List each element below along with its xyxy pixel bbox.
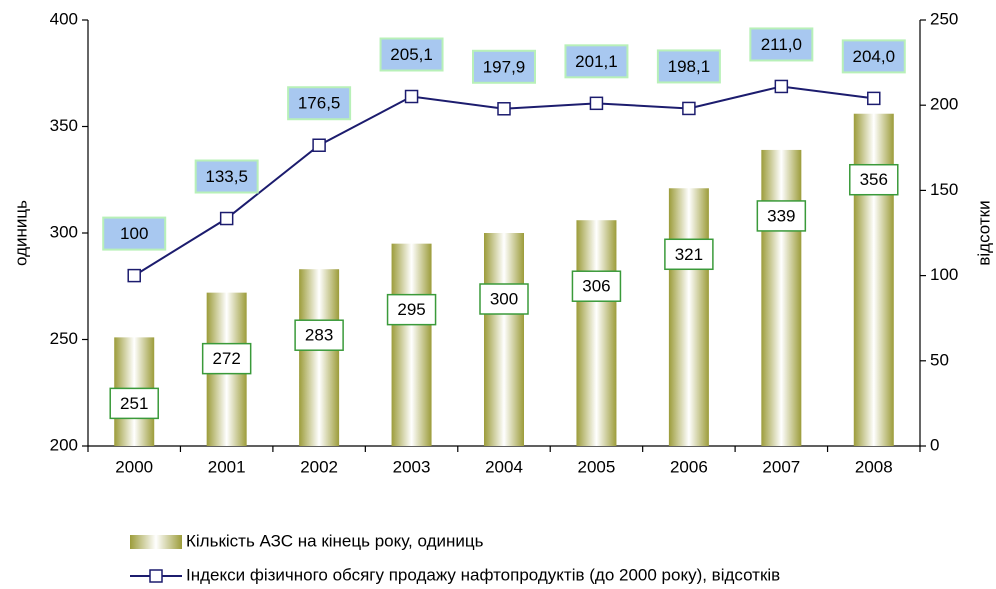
bar-label-box [294,319,344,351]
bar-label: 306 [582,277,610,296]
bar-label-box [756,200,807,232]
line-label-box [287,86,352,121]
y-tick-label: 400 [50,9,78,28]
legend-label: Індекси фізичного обсягу продажу нафтопр… [186,565,780,584]
line-marker [219,211,234,226]
line-label-box [472,49,536,84]
bar-label-box [109,387,159,420]
bar [853,113,894,446]
bar-label: 356 [860,170,888,189]
line-marker [589,96,604,111]
line-label-box [102,216,167,251]
line-label-box [749,27,814,62]
x-tick-label: 2004 [485,457,523,476]
legend-swatch [130,535,182,549]
x-tick-label: 2002 [300,457,338,476]
bar-label: 251 [120,394,148,413]
line-marker [312,138,326,152]
bar [391,243,432,446]
line-label: 100 [120,224,148,243]
bar-label: 339 [767,206,795,225]
y2-tick-label: 200 [930,95,958,114]
y-tick-label: 200 [50,435,78,454]
bar-label-box [849,163,899,196]
y2-tick-label: 150 [930,180,958,199]
legend-label: Кількість АЗС на кінець року, одиниць [186,531,484,550]
bar-label: 272 [212,349,240,368]
line-marker [867,91,881,106]
y-tick-label: 250 [50,329,78,348]
line-label: 133,5 [205,167,248,186]
line-marker [774,79,789,94]
bar [576,220,617,446]
y2-tick-label: 100 [930,265,958,284]
x-tick-label: 2008 [855,457,893,476]
line-label-box [564,44,629,79]
bar-label: 300 [490,289,518,308]
line-marker [404,89,419,104]
bar [299,269,340,446]
x-tick-label: 2001 [208,457,246,476]
legend-marker [149,569,163,583]
y-axis-label: одиниць [11,200,30,266]
line-label: 201,1 [575,52,618,71]
line-label: 198,1 [668,57,711,76]
line-label: 197,9 [483,57,526,76]
bar [668,188,709,446]
x-tick-label: 2005 [578,457,616,476]
line-label-box [379,37,444,72]
line-label: 205,1 [390,45,433,64]
bar-label-box [664,238,714,271]
y2-tick-label: 50 [930,350,949,369]
line-label-box [656,49,721,84]
bar-label: 283 [305,326,333,345]
bar [761,149,802,446]
bar [484,233,524,446]
y2-tick-label: 0 [930,435,939,454]
bar-label-box [386,293,437,326]
x-tick-label: 2007 [762,457,800,476]
y2-tick-label: 250 [930,9,958,28]
x-tick-label: 2006 [670,457,708,476]
x-tick-label: 2003 [393,457,431,476]
bar-label: 295 [397,300,425,319]
bar-label-box [201,342,252,375]
x-tick-label: 2000 [115,457,153,476]
bar-label-box [479,283,529,315]
line-label-box [194,159,259,194]
line-marker [497,102,511,116]
line-label: 211,0 [761,35,802,54]
line-label-box [841,39,906,74]
y-tick-label: 300 [50,222,78,241]
y2-axis-label: відсотки [974,200,993,265]
bar-label: 321 [675,245,703,264]
line-label: 204,0 [853,47,896,66]
bar-label-box [571,270,622,302]
line-marker [682,101,696,116]
y-tick-label: 350 [50,116,78,135]
line-marker [127,268,141,283]
line-label: 176,5 [298,94,341,113]
